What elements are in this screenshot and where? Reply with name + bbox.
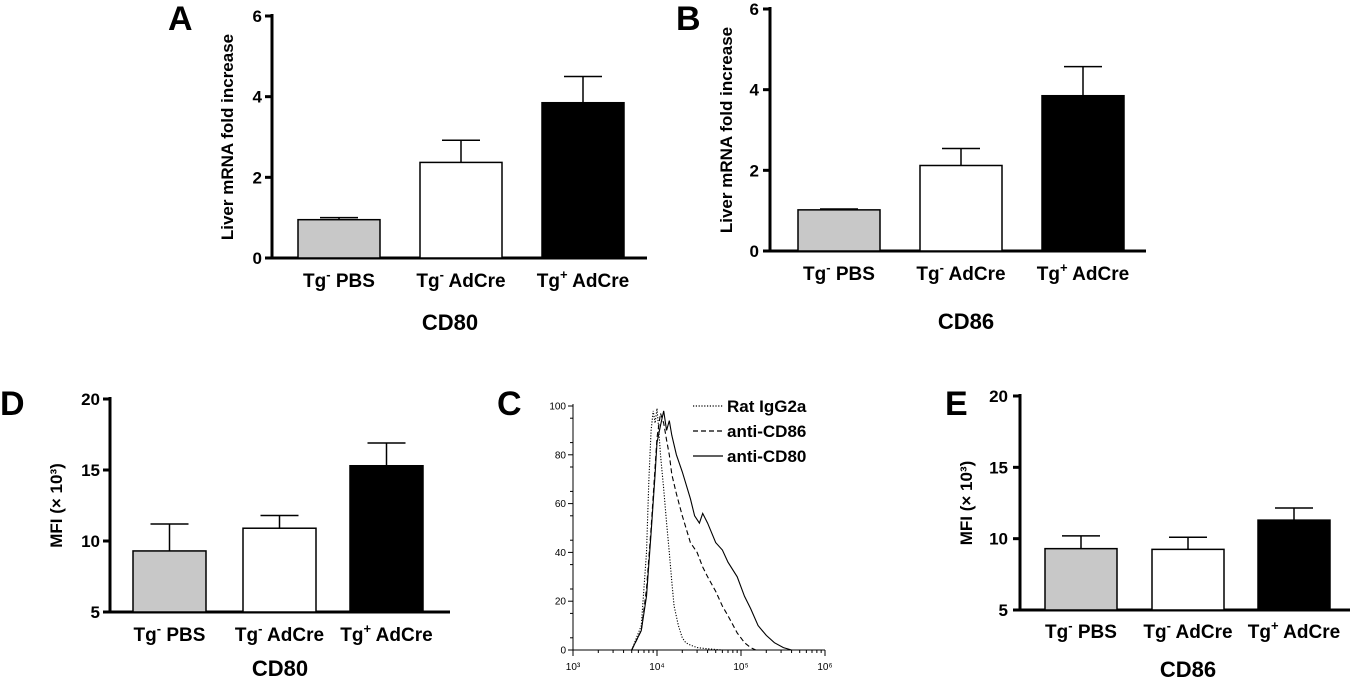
panel-b: B 0 2 4 6 Liver mRNA fold increase Tg- PBS Tg- … <box>676 0 1146 334</box>
panel-c: C 0 20 40 60 80 100 10³ 10⁴ 10⁵ 10⁶ Rat IgG2a anti-C… <box>497 385 833 673</box>
legend-label: anti-CD86 <box>727 422 806 441</box>
bar-1 <box>919 164 1003 252</box>
y-axis-label: MFI (× 10³) <box>957 461 976 546</box>
category-label: Tg+ AdCre <box>537 267 629 292</box>
y-tick-label: 20 <box>989 387 1008 406</box>
y-tick-label: 0 <box>560 646 566 657</box>
y-tick-label: 0 <box>750 242 759 261</box>
x-tick-label: 10⁴ <box>649 662 664 673</box>
category-label: Tg+ AdCre <box>1037 260 1129 285</box>
category-label: Tg- PBS <box>803 260 875 285</box>
y-tick-label: 20 <box>555 597 567 608</box>
panel-e: E 5 10 15 20 MFI (× 10³) Tg- PBS Tg- AdCre Tg+ A… <box>945 385 1350 682</box>
bar-1 <box>419 161 503 259</box>
y-tick-label: 5 <box>999 601 1008 620</box>
panel-letter-e: E <box>945 385 968 423</box>
panel-d: D 5 10 15 20 MFI (× 10³) Tg- PBS Tg- AdCre Tg+ A… <box>0 385 450 681</box>
y-axis-label: MFI (× 10³) <box>47 463 66 548</box>
x-tick-label: 10⁶ <box>817 662 832 673</box>
panel-letter-d: D <box>0 385 25 423</box>
y-tick-label: 40 <box>555 548 567 559</box>
y-tick-label: 0 <box>253 249 262 268</box>
series-line-anti-cd86 <box>631 413 757 651</box>
y-tick-label: 2 <box>750 161 759 180</box>
x-axis-caption: CD80 <box>252 656 308 681</box>
bar-2 <box>1257 519 1331 611</box>
y-tick-label: 6 <box>750 0 759 19</box>
category-label: Tg- AdCre <box>416 267 505 292</box>
bar-1 <box>242 527 317 613</box>
y-axis-label: Liver mRNA fold increase <box>218 34 237 240</box>
y-tick-label: 10 <box>989 530 1008 549</box>
y-axis-label: Liver mRNA fold increase <box>717 27 736 233</box>
y-tick-label: 100 <box>549 402 566 413</box>
y-tick-label: 2 <box>253 168 262 187</box>
y-tick-label: 15 <box>81 461 100 480</box>
bar-0 <box>297 218 381 259</box>
panel-letter-b: B <box>676 0 701 38</box>
category-label: Tg- AdCre <box>235 621 324 646</box>
series-line-anti-cd80 <box>631 410 792 651</box>
category-label: Tg- PBS <box>134 621 206 646</box>
y-tick-label: 4 <box>750 81 760 100</box>
y-tick-label: 4 <box>253 88 263 107</box>
x-tick-label: 10³ <box>566 662 581 673</box>
bar-0 <box>1044 547 1118 611</box>
bar-2 <box>349 464 424 613</box>
y-tick-label: 60 <box>555 499 567 510</box>
panel-a: A 0 2 4 6 Liver mRNA fold increase Tg- PBS Tg- … <box>168 0 647 335</box>
category-label: Tg+ AdCre <box>1248 618 1340 643</box>
x-tick-label: 10⁵ <box>733 662 748 673</box>
category-label: Tg- AdCre <box>916 260 1005 285</box>
bar-1 <box>1151 548 1225 611</box>
bar-0 <box>797 209 881 252</box>
x-axis-caption: CD80 <box>422 310 478 335</box>
y-tick-label: 10 <box>81 532 100 551</box>
category-label: Tg- AdCre <box>1143 618 1232 643</box>
category-label: Tg- PBS <box>1045 618 1117 643</box>
category-label: Tg- PBS <box>303 267 375 292</box>
category-label: Tg+ AdCre <box>340 621 432 646</box>
x-axis-caption: CD86 <box>1160 657 1216 682</box>
y-tick-label: 15 <box>989 458 1008 477</box>
panel-letter-a: A <box>168 0 193 38</box>
legend-label: Rat IgG2a <box>727 397 807 416</box>
bar-2 <box>1041 94 1125 252</box>
panel-letter-c: C <box>497 385 522 423</box>
legend-label: anti-CD80 <box>727 447 806 466</box>
x-axis-caption: CD86 <box>938 309 994 334</box>
y-tick-label: 20 <box>81 390 100 409</box>
y-tick-label: 6 <box>253 7 262 26</box>
bar-0 <box>132 550 207 613</box>
series-line-rat-igg2a <box>631 408 741 651</box>
bar-2 <box>541 101 625 259</box>
y-tick-label: 5 <box>91 603 100 622</box>
y-tick-label: 80 <box>555 450 567 461</box>
